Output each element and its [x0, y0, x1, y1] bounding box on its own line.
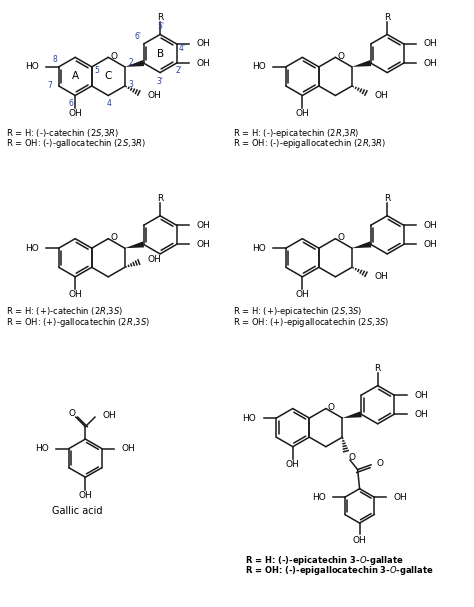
Text: 2: 2: [128, 58, 133, 67]
Text: OH: OH: [295, 291, 309, 299]
Text: HO: HO: [25, 243, 39, 253]
Text: O: O: [328, 403, 335, 412]
Text: O: O: [337, 233, 344, 242]
Text: OH: OH: [424, 58, 438, 67]
Text: R = H: (+)-catechin (2$R$,3$S$): R = H: (+)-catechin (2$R$,3$S$): [6, 305, 123, 317]
Text: OH: OH: [414, 410, 428, 419]
Text: HO: HO: [252, 243, 266, 253]
Text: R: R: [157, 194, 163, 203]
Text: OH: OH: [286, 460, 300, 469]
Text: OH: OH: [393, 493, 407, 502]
Text: C: C: [105, 72, 112, 81]
Text: R = H: (-)-epicatechin 3-$O$-gallate: R = H: (-)-epicatechin 3-$O$-gallate: [245, 554, 403, 566]
Text: R = OH: (-)-gallocatechin (2$S$,3$R$): R = OH: (-)-gallocatechin (2$S$,3$R$): [6, 138, 146, 151]
Text: Gallic acid: Gallic acid: [53, 506, 103, 515]
Text: O: O: [69, 409, 75, 418]
Text: OH: OH: [197, 58, 210, 67]
Text: O: O: [377, 459, 384, 469]
Text: 5: 5: [94, 66, 99, 75]
Text: 6: 6: [69, 99, 74, 107]
Text: R = OH: (+)-gallocatechin (2$R$,3$S$): R = OH: (+)-gallocatechin (2$R$,3$S$): [6, 316, 150, 329]
Polygon shape: [342, 412, 362, 418]
Text: HO: HO: [312, 493, 326, 502]
Text: OH: OH: [197, 240, 210, 249]
Text: OH: OH: [375, 91, 389, 100]
Text: OH: OH: [148, 91, 162, 100]
Text: OH: OH: [68, 291, 82, 299]
Text: 5': 5': [157, 22, 164, 32]
Polygon shape: [125, 60, 144, 67]
Text: OH: OH: [122, 444, 136, 453]
Polygon shape: [352, 60, 371, 67]
Text: O: O: [348, 453, 355, 462]
Text: HO: HO: [25, 63, 39, 72]
Text: HO: HO: [252, 63, 266, 72]
Text: OH: OH: [148, 255, 162, 264]
Text: R = OH: (-)-epigallocatechin (2$R$,3$R$): R = OH: (-)-epigallocatechin (2$R$,3$R$): [233, 138, 387, 151]
Text: R: R: [157, 13, 163, 22]
Text: R = H: (-)-epicatechin (2$R$,3$R$): R = H: (-)-epicatechin (2$R$,3$R$): [233, 127, 360, 140]
Text: O: O: [337, 52, 344, 61]
Text: B: B: [156, 49, 164, 58]
Text: OH: OH: [79, 491, 92, 500]
Text: OH: OH: [424, 240, 438, 249]
Text: OH: OH: [197, 221, 210, 230]
Text: OH: OH: [295, 109, 309, 118]
Text: R: R: [384, 194, 391, 203]
Text: R = OH: (-)-epigallocatechin 3-$O$-gallate: R = OH: (-)-epigallocatechin 3-$O$-galla…: [245, 564, 433, 577]
Text: O: O: [110, 52, 117, 61]
Text: OH: OH: [102, 411, 116, 419]
Text: 2': 2': [175, 66, 182, 75]
Text: 3': 3': [156, 76, 164, 86]
Text: R = OH: (+)-epigallocatechin (2$S$,3$S$): R = OH: (+)-epigallocatechin (2$S$,3$S$): [233, 316, 390, 329]
Text: R: R: [374, 364, 381, 373]
Text: 4: 4: [107, 99, 112, 107]
Text: R = H: (-)-catechin (2$S$,3$R$): R = H: (-)-catechin (2$S$,3$R$): [6, 127, 119, 139]
Text: OH: OH: [424, 39, 438, 49]
Text: R = H: (+)-epicatechin (2$S$,3$S$): R = H: (+)-epicatechin (2$S$,3$S$): [233, 305, 363, 319]
Text: 6': 6': [134, 32, 141, 41]
Text: 4': 4': [179, 44, 186, 53]
Text: HO: HO: [243, 413, 256, 422]
Text: OH: OH: [68, 109, 82, 118]
Text: HO: HO: [35, 444, 49, 453]
Polygon shape: [125, 242, 144, 248]
Text: OH: OH: [424, 221, 438, 230]
Text: OH: OH: [353, 536, 366, 544]
Text: O: O: [110, 233, 117, 242]
Text: OH: OH: [414, 391, 428, 399]
Text: OH: OH: [197, 39, 210, 49]
Text: 7: 7: [48, 81, 53, 90]
Polygon shape: [352, 242, 371, 248]
Text: OH: OH: [375, 273, 389, 281]
Text: 3: 3: [128, 80, 133, 89]
Text: A: A: [72, 72, 79, 81]
Text: 8: 8: [53, 55, 57, 64]
Text: R: R: [384, 13, 391, 22]
